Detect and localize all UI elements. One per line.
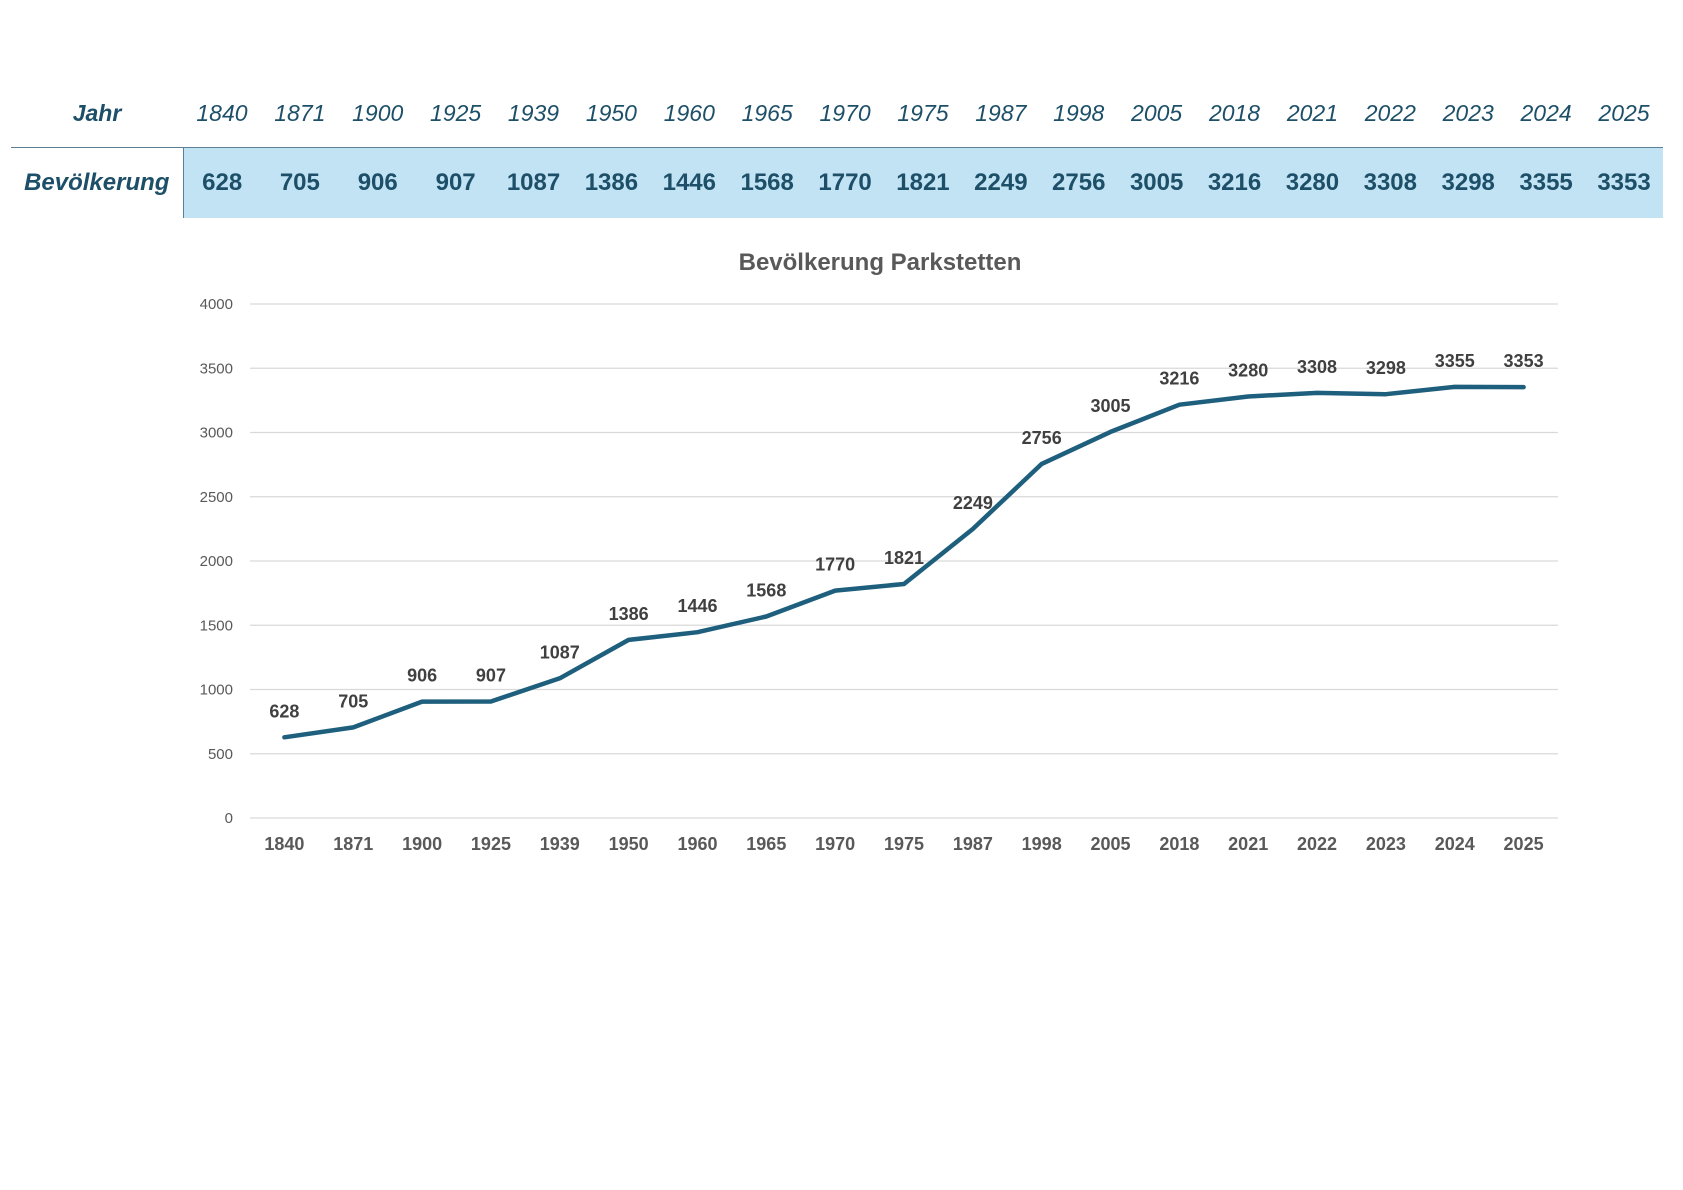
x-tick-label: 2025 [1504, 834, 1544, 854]
x-tick-label: 1939 [540, 834, 580, 854]
population-cell: 1821 [884, 147, 962, 218]
year-cell: 1960 [650, 80, 729, 148]
x-tick-label: 1840 [264, 834, 304, 854]
x-tick-label: 1960 [677, 834, 717, 854]
series-line [282, 384, 1526, 740]
year-cell: 2022 [1351, 80, 1430, 148]
population-cell: 2756 [1039, 147, 1118, 218]
data-label: 1087 [540, 642, 580, 662]
year-cell: 2023 [1429, 80, 1508, 148]
data-label: 1446 [677, 596, 717, 616]
data-label: 1821 [884, 548, 924, 568]
population-cell: 3308 [1351, 147, 1430, 218]
data-label: 3298 [1366, 358, 1406, 378]
y-axis: 0 500 1000 1500 2000 2500 3000 3500 4000 [200, 296, 233, 827]
population-cell: 1386 [572, 147, 651, 218]
population-cell: 1446 [650, 147, 729, 218]
x-tick-label: 1900 [402, 834, 442, 854]
x-axis: 1840 1871 1900 1925 1939 1950 1960 1965 1970 1975… [264, 834, 1543, 854]
x-tick-label: 2023 [1366, 834, 1406, 854]
y-tick-label: 3000 [200, 425, 233, 442]
year-cell: 1950 [572, 80, 651, 148]
year-cell: 1987 [961, 80, 1040, 148]
x-tick-label: 1871 [333, 834, 373, 854]
x-tick-label: 1987 [953, 834, 993, 854]
year-cell: 1871 [260, 80, 339, 148]
x-tick-label: 2024 [1435, 834, 1475, 854]
population-cell: 3216 [1195, 147, 1274, 218]
population-table: Jahr 1840 1871 1900 1925 1939 1950 1960 1965 197… [11, 80, 1663, 218]
x-tick-label: 1975 [884, 834, 924, 854]
population-cell: 906 [338, 147, 417, 218]
data-label: 1386 [609, 604, 649, 624]
population-line-chart: Bevölkerung Parkstetten 0 500 1000 1500 2000… [200, 249, 1558, 854]
year-cell: 2018 [1195, 80, 1274, 148]
data-label: 1770 [815, 555, 855, 575]
year-cell: 1965 [728, 80, 807, 148]
year-cell: 1998 [1039, 80, 1118, 148]
population-cell: 3353 [1585, 147, 1663, 218]
y-tick-label: 1000 [200, 682, 233, 699]
data-label: 907 [476, 665, 506, 685]
population-cell: 3280 [1273, 147, 1352, 218]
data-label: 3308 [1297, 357, 1337, 377]
population-cell: 2249 [961, 147, 1040, 218]
data-label: 3216 [1159, 369, 1199, 389]
population-cell: 3005 [1117, 147, 1196, 218]
population-row: Bevölkerung 628 705 906 907 1087 1386 1446 1568… [11, 147, 1663, 218]
x-tick-label: 2021 [1228, 834, 1268, 854]
year-cell: 2025 [1585, 80, 1663, 148]
series-line-group [282, 384, 1526, 740]
data-labels: 628 705 906 907 1087 1386 1446 1568 1770 1821 2249… [269, 351, 1543, 721]
population-cell: 628 [183, 147, 261, 218]
y-tick-label: 3500 [200, 360, 233, 377]
data-label: 1568 [746, 581, 786, 601]
x-tick-label: 1965 [746, 834, 786, 854]
y-tick-label: 1500 [200, 617, 233, 634]
year-cell: 2021 [1273, 80, 1352, 148]
x-tick-label: 1950 [609, 834, 649, 854]
data-label: 705 [338, 691, 368, 711]
y-tick-label: 4000 [200, 296, 233, 313]
y-tick-label: 2000 [200, 553, 233, 570]
year-cell: 1939 [494, 80, 573, 148]
chart-title: Bevölkerung Parkstetten [739, 249, 1022, 276]
year-header: Jahr [11, 80, 183, 148]
x-tick-label: 1998 [1022, 834, 1062, 854]
population-cell: 1087 [494, 147, 573, 218]
data-label: 2249 [953, 493, 993, 513]
x-tick-label: 2022 [1297, 834, 1337, 854]
year-cell: 1840 [183, 80, 261, 148]
x-tick-label: 2005 [1091, 834, 1131, 854]
population-cell: 3355 [1507, 147, 1586, 218]
population-cell: 3298 [1429, 147, 1508, 218]
y-tick-label: 0 [225, 810, 233, 827]
population-cell: 907 [416, 147, 495, 218]
y-tick-label: 500 [208, 746, 233, 763]
year-cell: 1900 [338, 80, 417, 148]
year-row: Jahr 1840 1871 1900 1925 1939 1950 1960 1965 197… [11, 80, 1663, 148]
data-label: 2756 [1022, 428, 1062, 448]
population-cell: 1770 [806, 147, 885, 218]
data-label: 3355 [1435, 351, 1475, 371]
data-label: 628 [269, 701, 299, 721]
x-tick-label: 1925 [471, 834, 511, 854]
y-tick-label: 2500 [200, 489, 233, 506]
data-label: 906 [407, 666, 437, 686]
year-cell: 1970 [806, 80, 885, 148]
population-cell: 1568 [728, 147, 807, 218]
year-cell: 1975 [884, 80, 962, 148]
data-label: 3005 [1091, 396, 1131, 416]
population-cell: 705 [260, 147, 339, 218]
x-tick-label: 1970 [815, 834, 855, 854]
chart-gridlines [250, 303, 1558, 819]
year-cell: 2024 [1507, 80, 1586, 148]
data-label: 3353 [1504, 351, 1544, 371]
year-cell: 1925 [416, 80, 495, 148]
population-header: Bevölkerung [11, 147, 184, 218]
year-cell: 2005 [1117, 80, 1196, 148]
x-tick-label: 2018 [1159, 834, 1199, 854]
data-label: 3280 [1228, 361, 1268, 381]
